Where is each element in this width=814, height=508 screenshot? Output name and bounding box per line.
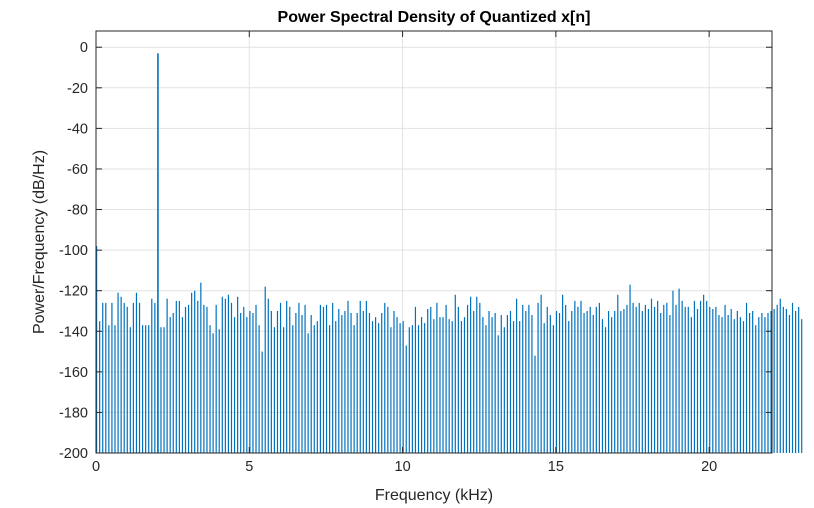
y-axis-label: Power/Frequency (dB/Hz) (31, 150, 48, 334)
plot-frame (95, 30, 773, 454)
x-tick-label: 10 (395, 459, 411, 475)
y-tick-label: -40 (67, 121, 88, 137)
y-tick-label: 0 (80, 40, 88, 56)
y-tick-label: -60 (67, 162, 88, 178)
psd-bars (95, 53, 803, 453)
chart-title: Power Spectral Density of Quantized x[n] (278, 9, 591, 26)
y-tick-label: -80 (67, 203, 88, 219)
x-tick-label: 20 (701, 459, 717, 475)
x-tick-label: 15 (548, 459, 564, 475)
y-tick-label: -20 (67, 81, 88, 97)
y-tick-label: -120 (59, 284, 88, 300)
x-tick-label: 0 (92, 459, 100, 475)
y-tick-label: -180 (59, 405, 88, 421)
y-tick-label: -160 (59, 365, 88, 381)
x-axis-ticks: 0 5 10 15 20 (92, 31, 717, 475)
y-tick-label: -140 (59, 324, 88, 340)
y-tick-label: -100 (59, 243, 88, 259)
x-tick-label: 5 (245, 459, 253, 475)
x-axis-label: Frequency (kHz) (375, 487, 493, 504)
y-axis-ticks: 0 -20 -40 -60 -80 -100 -120 -140 -160 -180 -200 (59, 40, 772, 462)
y-tick-label: -200 (59, 446, 88, 462)
